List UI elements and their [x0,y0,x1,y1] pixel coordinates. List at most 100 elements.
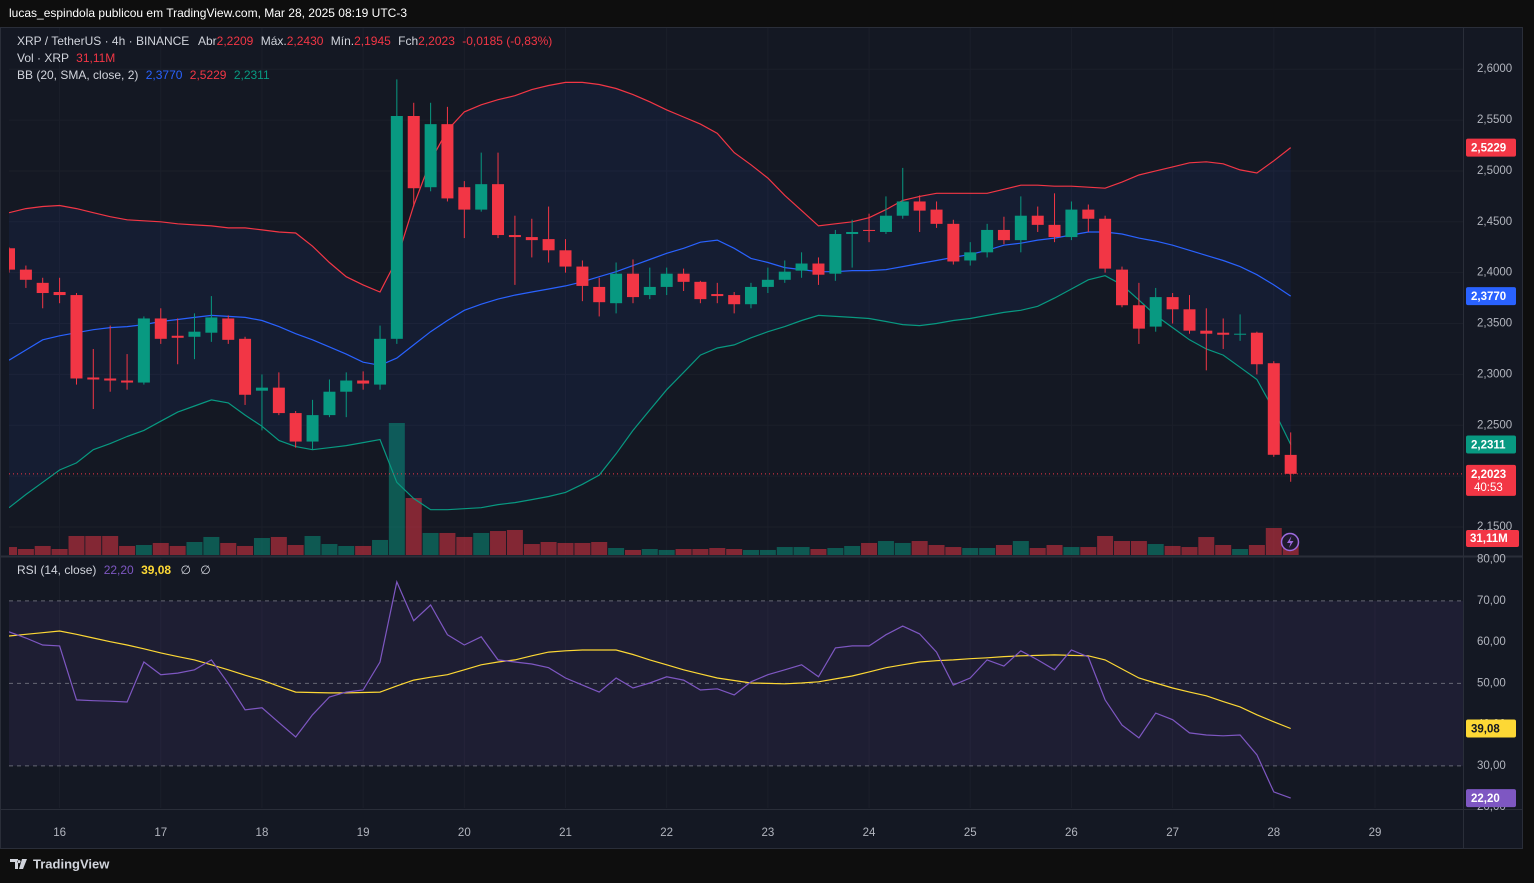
y-tick-label: 2,5000 [1477,165,1512,177]
volume-bar [152,542,169,555]
volume-bar [1147,544,1164,555]
volume-bar [68,535,85,555]
candle-body [1234,333,1247,335]
volume-bar [624,549,641,555]
volume-bar [945,547,962,555]
candle-body [981,229,994,253]
candle-body [542,239,555,251]
price-legend: XRP / TetherUS · 4h · BINANCE Abr2,2209 … [17,34,552,48]
candle-body [188,331,201,337]
candle-body [525,237,538,241]
candle-body [1166,297,1179,310]
volume-bar [1232,548,1249,555]
rsi-tag: 22,20 [1471,793,1500,805]
rsi-legend: RSI (14, close) 22,20 39,08 ∅ ∅ [17,563,211,577]
y-tick-label: 60,00 [1477,636,1506,648]
ohlc-value: 2,2430 [287,34,324,48]
x-tick-label: 24 [863,827,876,839]
candle-body [896,201,909,216]
volume-bar [928,545,945,555]
price-tag-bg [1466,464,1516,496]
volume-bar [220,542,237,555]
bb-value: 2,5229 [190,68,227,82]
x-tick-label: 27 [1166,827,1179,839]
x-tick-label: 18 [256,827,269,839]
volume-bar [1080,547,1097,555]
rsi-extra: ∅ [180,563,190,577]
candle-body [1116,269,1129,306]
volume-bar [237,545,254,555]
ohlc-value: 2,1945 [354,34,391,48]
candle-body [53,292,66,296]
volume-bar [85,535,102,555]
volume-bar [1114,541,1131,555]
candle-body [1200,330,1213,334]
volume-bar [186,541,203,555]
candle-body [1267,363,1280,455]
candle-body [458,187,471,210]
candle-body [154,318,167,339]
candle-body [1149,297,1162,327]
x-tick-label: 26 [1065,827,1078,839]
candle-body [1065,209,1078,238]
x-tick-label: 20 [458,827,471,839]
rsi-line [9,630,1291,730]
candle-body [744,286,757,305]
volume-bar [439,532,456,555]
candle-body [357,380,370,384]
candle-body [930,209,943,224]
volume-bar [372,539,389,555]
candle-body [1132,305,1145,329]
y-tick-label: 2,3000 [1477,368,1512,380]
rsi-extra: ∅ [200,563,210,577]
x-tick-label: 16 [53,827,66,839]
volume-bar [658,549,675,555]
volume-bar [675,548,692,555]
volume-bar [17,548,34,555]
volume-bar [641,548,658,555]
volume-legend: Vol · XRP 31,11M [17,51,115,65]
candle-body [593,286,606,303]
candle-body [323,391,336,416]
volume-bar [1248,545,1265,555]
x-tick-label: 29 [1369,827,1382,839]
header-text: lucas_espindola publicou em TradingView.… [9,6,407,20]
volume-bar [135,545,152,555]
volume-bar [776,547,793,555]
x-tick-label: 19 [357,827,370,839]
candle-body [1250,332,1263,365]
candle-body [1048,224,1061,238]
volume-bar [894,542,911,555]
candle-body [1217,332,1230,335]
volume-bar [557,542,574,555]
volume-bar [827,548,844,555]
y-tick-label: 2,6000 [1477,63,1512,75]
candle-body [171,335,184,338]
ohlc-value: 2,2023 [418,34,455,48]
volume-bar [422,532,439,555]
volume-bar [473,532,490,555]
volume-bar [1164,545,1181,555]
y-tick-label: 30,00 [1477,760,1506,772]
bb-tag-bg [1466,435,1516,454]
volume-bar [490,531,507,555]
candle-body [441,124,454,199]
x-tick-label: 25 [964,827,977,839]
candle-body [475,184,488,210]
volume-bar [861,542,878,555]
candle-body [222,318,235,340]
candle-body [1031,215,1044,225]
ohlc-value: 2,2209 [217,34,254,48]
volume-bar [962,548,979,555]
candle-body [374,338,387,385]
candle-body [863,229,876,231]
volume-bar [287,545,304,555]
candle-body [795,263,808,271]
y-tick-label: 2,5500 [1477,114,1512,126]
volume-bar [9,547,17,555]
y-tick-label: 2,4000 [1477,267,1512,279]
candle-body [913,201,926,211]
symbol: XRP / TetherUS · 4h · BINANCE [17,34,189,48]
countdown: 40:53 [1474,482,1503,494]
candle-body [626,273,639,298]
